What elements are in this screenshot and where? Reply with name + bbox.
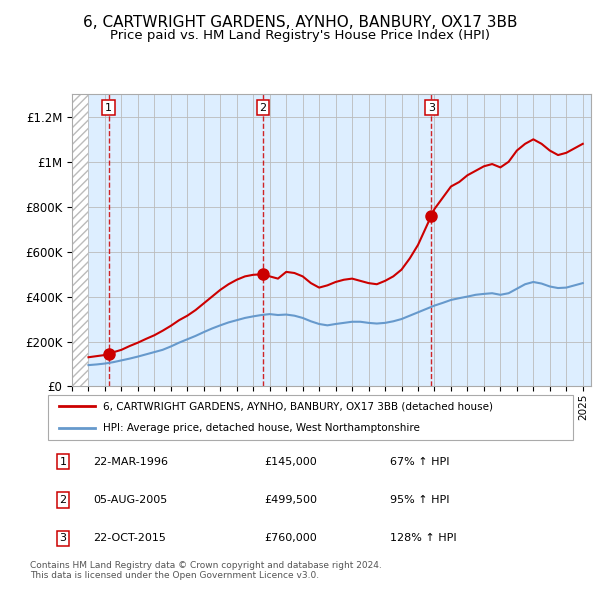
Text: 2: 2 xyxy=(59,495,67,505)
Text: 6, CARTWRIGHT GARDENS, AYNHO, BANBURY, OX17 3BB: 6, CARTWRIGHT GARDENS, AYNHO, BANBURY, O… xyxy=(83,15,517,30)
Text: £145,000: £145,000 xyxy=(264,457,317,467)
Text: 3: 3 xyxy=(59,533,67,543)
Text: 95% ↑ HPI: 95% ↑ HPI xyxy=(390,495,449,505)
Text: £760,000: £760,000 xyxy=(264,533,317,543)
Text: 1: 1 xyxy=(59,457,67,467)
Text: Contains HM Land Registry data © Crown copyright and database right 2024.
This d: Contains HM Land Registry data © Crown c… xyxy=(30,560,382,580)
Text: 67% ↑ HPI: 67% ↑ HPI xyxy=(390,457,449,467)
Text: 2: 2 xyxy=(259,103,266,113)
Text: 22-OCT-2015: 22-OCT-2015 xyxy=(93,533,166,543)
Text: HPI: Average price, detached house, West Northamptonshire: HPI: Average price, detached house, West… xyxy=(103,424,420,434)
Text: 22-MAR-1996: 22-MAR-1996 xyxy=(93,457,168,467)
Text: 6, CARTWRIGHT GARDENS, AYNHO, BANBURY, OX17 3BB (detached house): 6, CARTWRIGHT GARDENS, AYNHO, BANBURY, O… xyxy=(103,401,493,411)
Text: Price paid vs. HM Land Registry's House Price Index (HPI): Price paid vs. HM Land Registry's House … xyxy=(110,30,490,42)
Text: 1: 1 xyxy=(105,103,112,113)
Text: 128% ↑ HPI: 128% ↑ HPI xyxy=(390,533,457,543)
Text: £499,500: £499,500 xyxy=(264,495,317,505)
Text: 05-AUG-2005: 05-AUG-2005 xyxy=(93,495,167,505)
FancyBboxPatch shape xyxy=(48,395,573,440)
Text: 3: 3 xyxy=(428,103,435,113)
